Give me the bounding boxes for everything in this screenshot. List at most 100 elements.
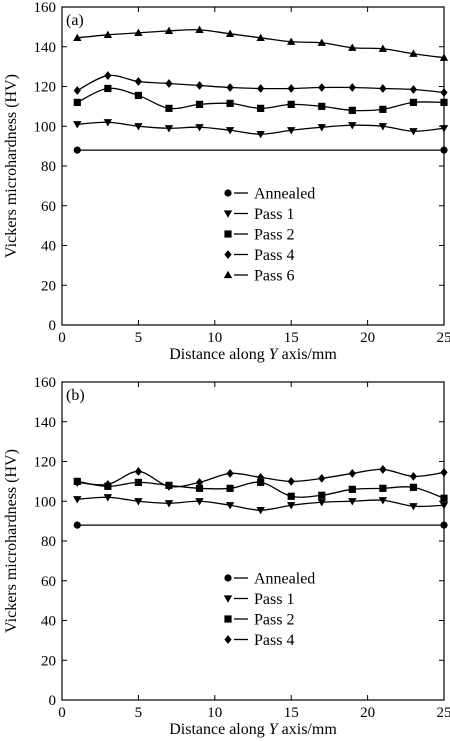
data-point-pass-4 [165, 79, 173, 88]
data-point-pass-1 [195, 498, 204, 506]
data-point-pass-4 [257, 473, 265, 482]
data-point-pass-1 [73, 496, 82, 504]
data-point-pass-4 [318, 473, 326, 483]
data-point-pass-4 [409, 85, 418, 94]
data-point-pass-4 [287, 476, 295, 486]
x-tick-label: 20 [360, 705, 375, 721]
series-pass-4 [73, 71, 448, 97]
series-pass-1 [73, 494, 449, 515]
y-tick-label: 60 [41, 199, 56, 215]
data-point-pass-2 [257, 478, 265, 486]
x-tick-label: 25 [437, 330, 450, 346]
legend-marker-pass-6 [223, 270, 233, 279]
y-tick-label: 140 [34, 415, 57, 431]
data-point-pass-4 [409, 472, 418, 481]
data-point-pass-4 [165, 481, 173, 491]
data-point-pass-6 [103, 30, 113, 38]
data-point-annealed [440, 521, 448, 529]
legend-marker-pass-4 [224, 635, 232, 644]
data-point-pass-4 [348, 469, 356, 478]
series-pass-1 [73, 119, 449, 139]
series-pass-2 [73, 84, 448, 114]
data-point-pass-1 [439, 502, 449, 510]
data-point-pass-1 [348, 122, 357, 130]
legend-marker-pass-2 [224, 615, 232, 623]
data-point-pass-6 [348, 43, 357, 51]
data-point-pass-1 [287, 127, 296, 135]
x-tick-label: 25 [437, 705, 450, 721]
data-point-pass-1 [195, 124, 204, 132]
data-point-pass-4 [195, 81, 204, 90]
data-point-pass-4 [257, 84, 265, 93]
x-axis-title-prefix: Distance along [169, 346, 269, 363]
data-point-pass-2 [318, 102, 326, 110]
data-point-pass-1 [348, 498, 357, 506]
chart-panel-1: 0 20 40 60 80 100 120 140 160 0 5 10 15 20 25 (a) Distan… [3, 0, 450, 363]
y-tick-label: 100 [34, 119, 57, 135]
legend-marker-pass-2 [224, 230, 232, 238]
y-axis-title: Vickers microhardness (HV) [3, 449, 20, 633]
data-point-pass-1 [256, 131, 265, 139]
y-tick-label: 80 [41, 159, 56, 175]
x-tick-label: 0 [58, 330, 66, 346]
x-axis-title-variable: Y [269, 346, 280, 363]
data-point-pass-6 [73, 33, 82, 41]
data-point-pass-2 [195, 484, 204, 492]
data-point-pass-1 [317, 499, 326, 507]
panel-label: (b) [66, 387, 85, 404]
y-tick-label: 120 [34, 455, 57, 471]
plot-frame [61, 6, 445, 326]
data-point-pass-2 [409, 483, 418, 491]
legend-label-pass-4: Pass 4 [254, 632, 294, 649]
series-pass-4 [73, 465, 448, 491]
data-point-pass-6 [195, 25, 204, 34]
data-point-pass-2 [379, 105, 387, 113]
data-point-pass-6 [134, 28, 143, 36]
chart-panel-2: 0 20 40 60 80 100 120 140 160 0 5 10 15 20 25 (b) Distan… [3, 375, 450, 738]
data-point-pass-4 [134, 467, 142, 476]
series-pass-6 [73, 25, 449, 61]
y-tick-label: 120 [34, 80, 57, 96]
data-point-pass-1 [287, 502, 296, 510]
data-point-pass-6 [164, 26, 174, 34]
data-point-pass-2 [165, 104, 173, 112]
data-point-pass-4 [104, 479, 112, 489]
data-point-pass-4 [73, 86, 81, 95]
data-point-annealed [73, 521, 81, 529]
data-point-pass-4 [379, 84, 387, 93]
data-point-pass-4 [440, 88, 448, 97]
x-tick-label: 20 [360, 330, 375, 346]
data-point-pass-1 [378, 123, 388, 131]
x-axis-title-prefix: Distance along [169, 721, 269, 738]
data-point-pass-4 [379, 465, 387, 474]
data-point-pass-1 [378, 497, 388, 505]
data-point-pass-6 [287, 37, 296, 45]
y-tick-label: 160 [34, 375, 57, 391]
legend: Annealed Pass 1 Pass 2 Pass 4 Pass 6 [223, 186, 315, 285]
data-point-pass-1 [256, 507, 265, 515]
x-axis-title: Distance along Y axis/mm [169, 346, 337, 363]
data-point-pass-2 [73, 98, 81, 106]
data-point-pass-2 [287, 492, 295, 500]
data-point-pass-2 [318, 491, 326, 499]
data-point-pass-2 [440, 98, 448, 106]
x-tick-label: 10 [207, 705, 222, 721]
plot-frame [61, 381, 445, 701]
data-point-pass-2 [379, 484, 387, 492]
data-point-pass-1 [409, 128, 418, 136]
data-point-pass-4 [73, 477, 81, 487]
data-point-pass-2 [226, 99, 234, 107]
series-annealed [73, 521, 448, 529]
x-axis-title-suffix: axis/mm [278, 721, 338, 738]
data-point-pass-2 [134, 478, 142, 486]
data-point-pass-1 [317, 124, 326, 132]
x-tick-label: 5 [135, 705, 143, 721]
x-axis-title-suffix: axis/mm [278, 346, 338, 363]
legend-label-pass-1: Pass 1 [254, 206, 294, 223]
data-point-pass-6 [409, 49, 418, 57]
series-annealed [73, 146, 448, 154]
x-axis-title-variable: Y [269, 721, 280, 738]
data-point-pass-4 [348, 83, 356, 92]
data-point-pass-1 [409, 503, 418, 511]
legend-label-annealed: Annealed [254, 186, 315, 203]
